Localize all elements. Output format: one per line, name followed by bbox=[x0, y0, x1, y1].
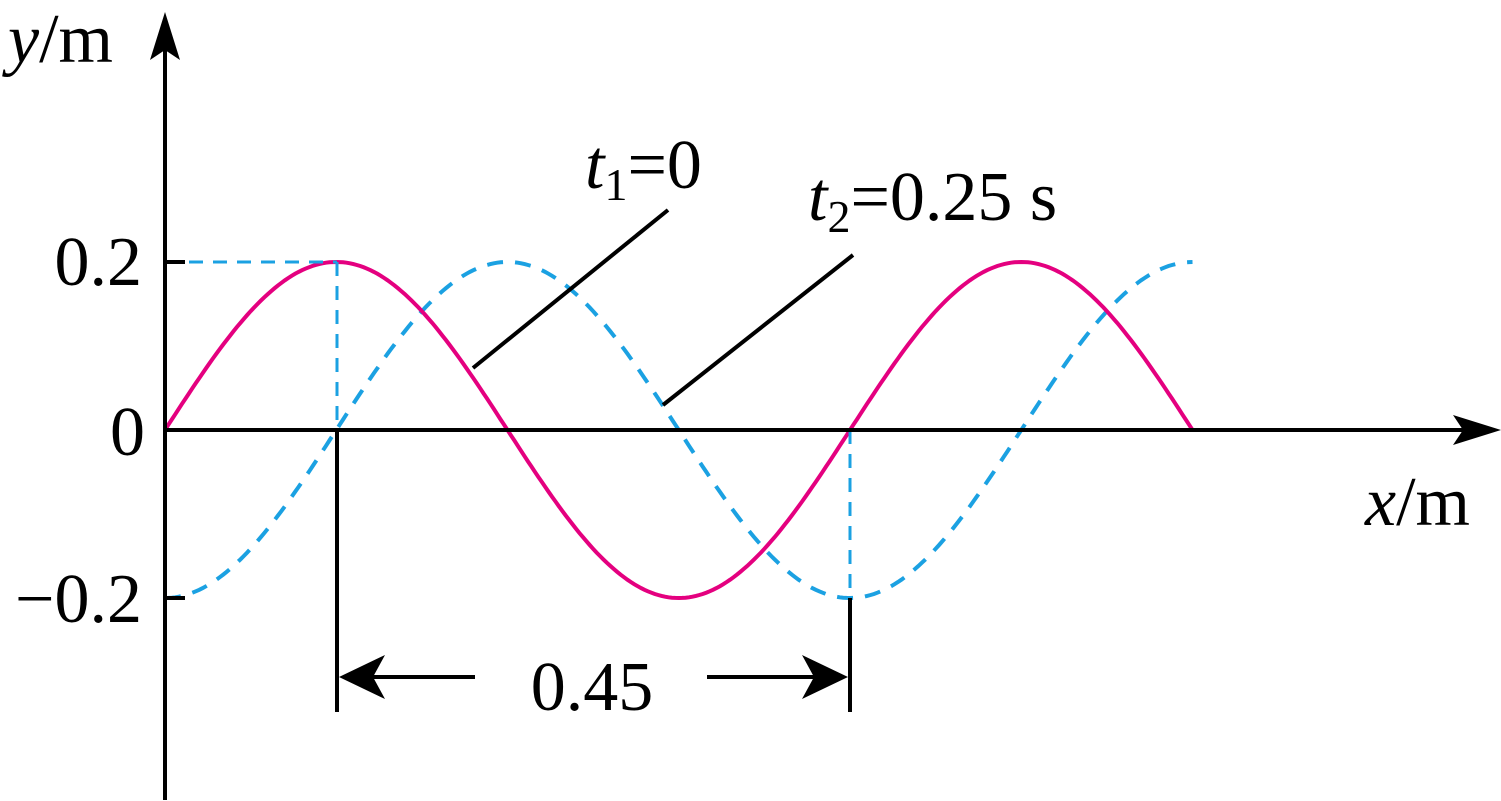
t1-leader-line bbox=[471, 208, 670, 370]
guide-lines bbox=[165, 260, 852, 598]
dimension-right-arrow-icon bbox=[802, 655, 848, 699]
y-tick-label-neg0.2: −0.2 bbox=[15, 561, 142, 638]
t2-label: t2=0.25 s bbox=[808, 159, 1057, 242]
dimension-label: 0.45 bbox=[531, 649, 654, 726]
y-axis-label: y/m bbox=[2, 1, 113, 78]
y-tick-label-0: 0 bbox=[110, 394, 145, 471]
x-axis-arrow-icon bbox=[1453, 415, 1501, 445]
t1-label: t1=0 bbox=[585, 127, 702, 210]
dimension-left-arrow-icon bbox=[339, 655, 385, 699]
x-axis-label: x/m bbox=[1364, 464, 1470, 541]
y-axis-arrow-icon bbox=[150, 12, 180, 60]
y-tick-label-0.2: 0.2 bbox=[55, 224, 143, 301]
t2-leader-line bbox=[661, 253, 855, 407]
